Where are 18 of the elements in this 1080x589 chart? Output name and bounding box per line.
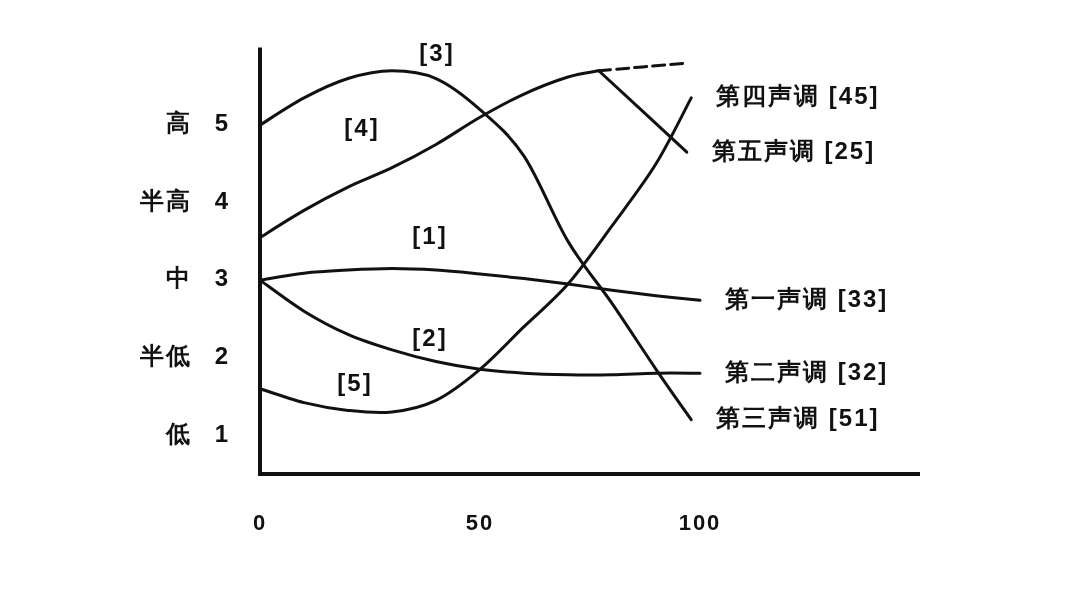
annotation: [2] (412, 324, 448, 352)
ytick: 4 (214, 186, 230, 214)
annotation: [1] (412, 222, 448, 250)
ytick: 2 (214, 342, 230, 370)
ytick: 1 (214, 419, 230, 447)
annotation: 低 (166, 419, 192, 447)
ytick: 5 (214, 109, 230, 137)
xtick: 0 (252, 509, 268, 535)
annotation: [3] (419, 39, 455, 67)
annotation: 半低 (140, 342, 192, 370)
ytick: 3 (214, 264, 230, 292)
xtick: 50 (465, 509, 495, 535)
xtick: 100 (678, 509, 722, 535)
annotation: [5] (337, 369, 373, 397)
annotation: 中 (166, 264, 192, 292)
annotation: [4] (344, 114, 380, 142)
annotation: 半高 (140, 186, 192, 214)
annotation: 高 (166, 109, 192, 137)
